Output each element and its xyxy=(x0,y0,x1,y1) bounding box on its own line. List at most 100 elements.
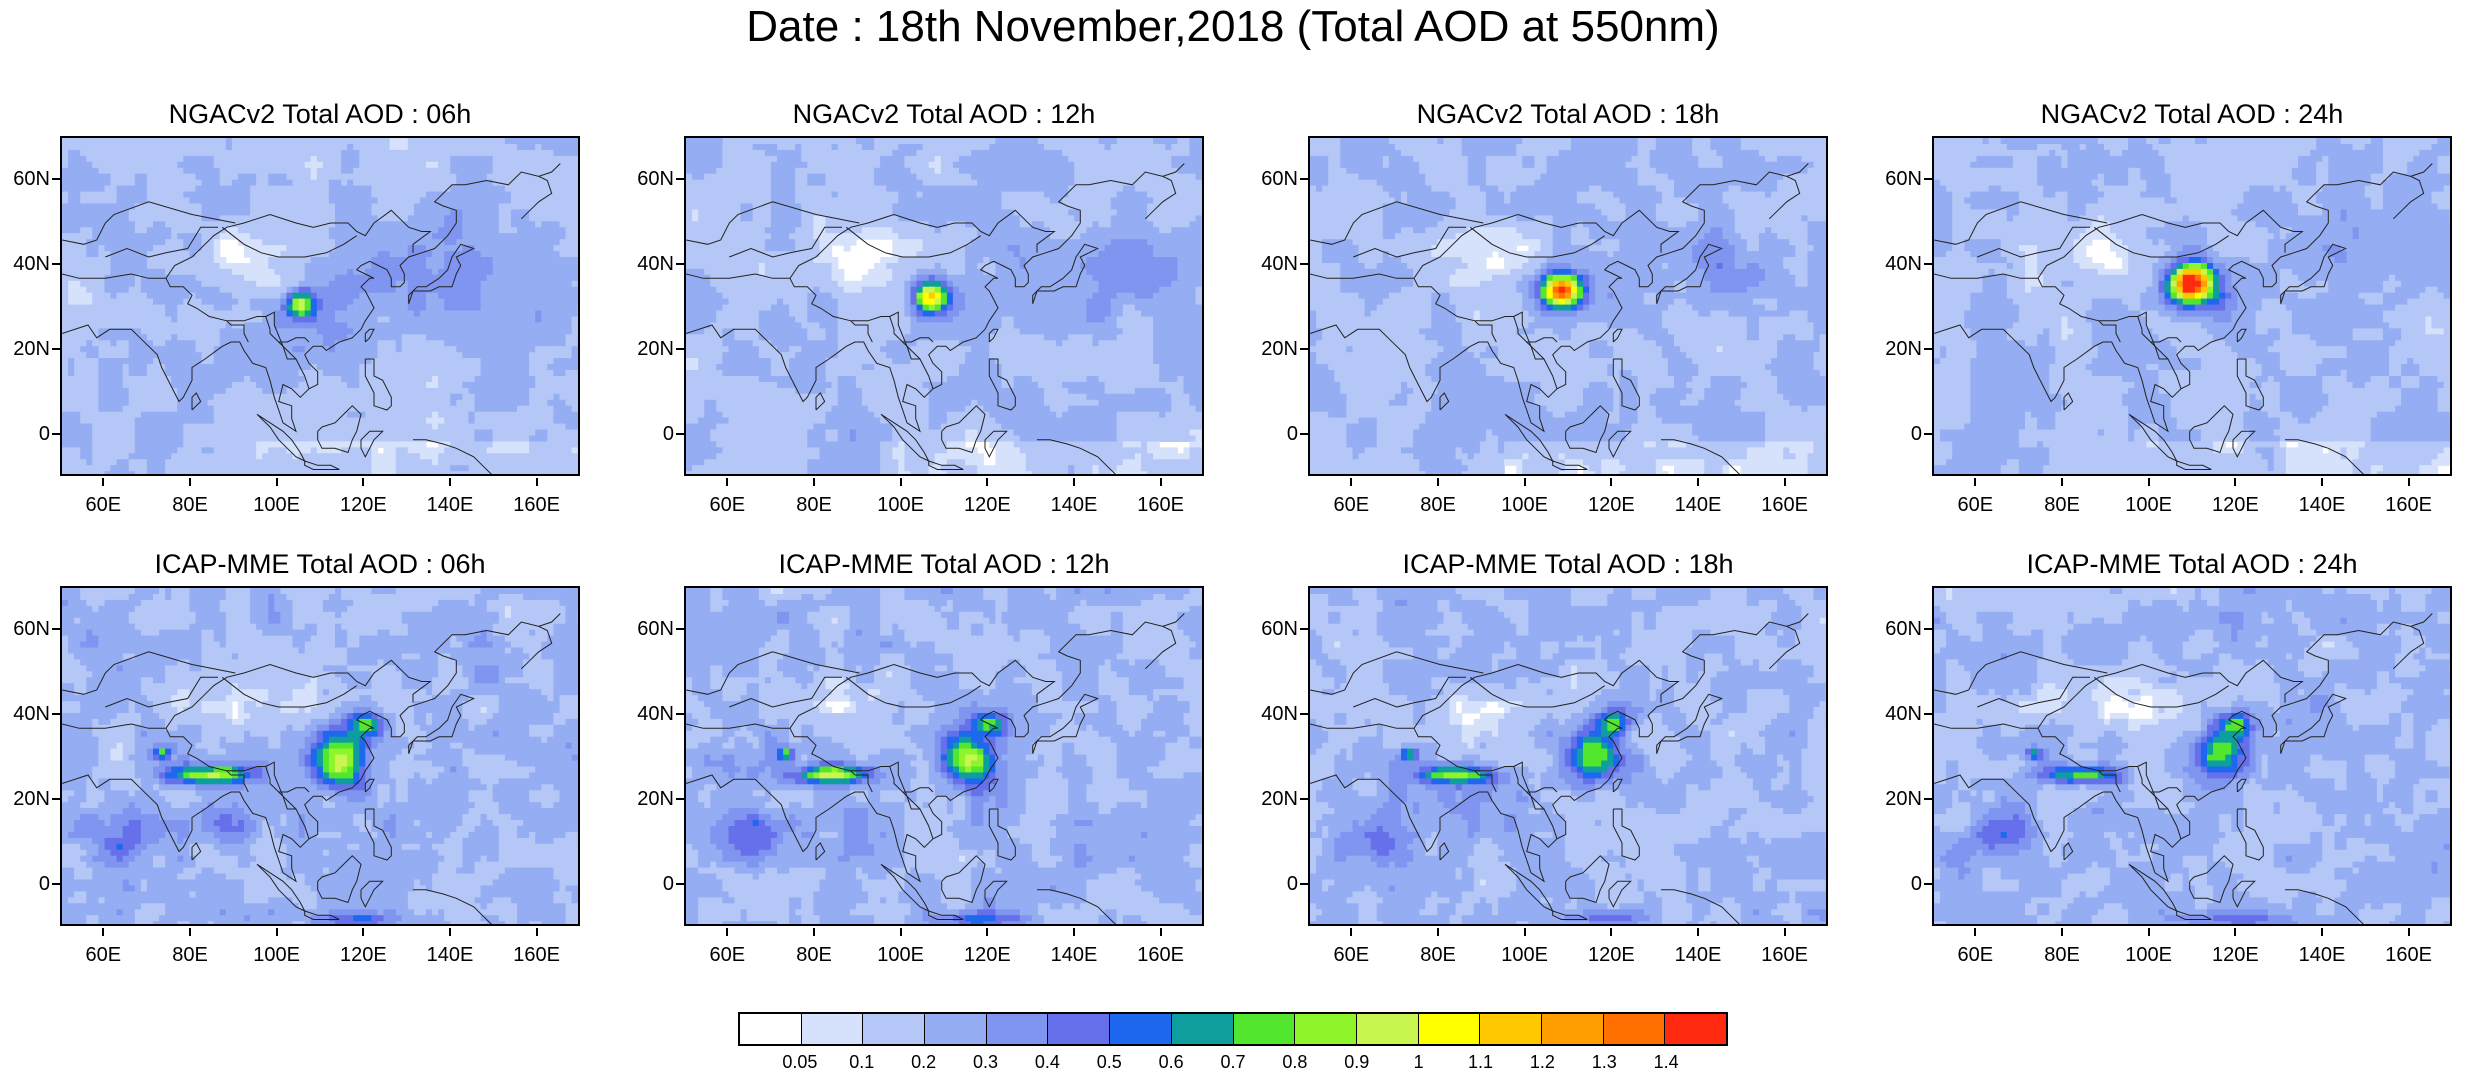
colorbar-tick-label: 0.3 xyxy=(956,1052,1016,1072)
longitude-tick-label: 120E xyxy=(1576,494,1646,516)
longitude-tick-label: 140E xyxy=(1039,494,1109,516)
latitude-tick xyxy=(1924,883,1932,885)
longitude-tick xyxy=(536,478,538,486)
latitude-tick-label: 40N xyxy=(0,703,50,725)
colorbar-swatch xyxy=(1172,1014,1234,1044)
latitude-tick-label: 0 xyxy=(0,873,50,895)
longitude-tick-label: 60E xyxy=(68,944,138,966)
latitude-tick-label: 40N xyxy=(0,253,50,275)
longitude-tick xyxy=(449,478,451,486)
longitude-tick xyxy=(813,928,815,936)
aod-field-raster xyxy=(1310,588,1828,926)
latitude-tick xyxy=(52,713,60,715)
longitude-tick xyxy=(1437,928,1439,936)
longitude-tick xyxy=(1610,478,1612,486)
latitude-tick-label: 0 xyxy=(624,873,674,895)
colorbar-swatch xyxy=(1480,1014,1542,1044)
aod-map xyxy=(1932,586,2452,926)
latitude-tick xyxy=(1300,713,1308,715)
latitude-tick xyxy=(1924,348,1932,350)
longitude-tick xyxy=(2234,928,2236,936)
colorbar-tick-label: 1.1 xyxy=(1451,1052,1511,1072)
longitude-tick-label: 120E xyxy=(952,944,1022,966)
longitude-tick-label: 60E xyxy=(1940,494,2010,516)
panel-title: ICAP-MME Total AOD : 12h xyxy=(684,548,1204,580)
longitude-tick xyxy=(1974,478,1976,486)
longitude-tick xyxy=(1697,478,1699,486)
panel-title: ICAP-MME Total AOD : 06h xyxy=(60,548,580,580)
latitude-tick-label: 20N xyxy=(0,338,50,360)
longitude-tick-label: 80E xyxy=(1403,494,1473,516)
longitude-tick xyxy=(1437,478,1439,486)
longitude-tick-label: 60E xyxy=(692,494,762,516)
latitude-tick xyxy=(676,348,684,350)
longitude-tick xyxy=(1524,928,1526,936)
latitude-tick-label: 20N xyxy=(1248,338,1298,360)
longitude-tick xyxy=(1524,478,1526,486)
longitude-tick-label: 160E xyxy=(1126,944,1196,966)
longitude-tick xyxy=(1073,478,1075,486)
latitude-tick-label: 0 xyxy=(1872,423,1922,445)
longitude-tick xyxy=(1974,928,1976,936)
aod-map xyxy=(1308,136,1828,476)
longitude-tick xyxy=(1350,478,1352,486)
aod-map xyxy=(684,136,1204,476)
longitude-tick-label: 120E xyxy=(1576,944,1646,966)
latitude-tick-label: 60N xyxy=(1872,618,1922,640)
latitude-tick-label: 40N xyxy=(1872,253,1922,275)
longitude-tick-label: 160E xyxy=(1750,944,1820,966)
colorbar-swatch xyxy=(863,1014,925,1044)
latitude-tick xyxy=(1300,628,1308,630)
latitude-tick-label: 60N xyxy=(624,618,674,640)
longitude-tick xyxy=(900,928,902,936)
longitude-tick xyxy=(2148,928,2150,936)
aod-map xyxy=(60,136,580,476)
colorbar-swatch xyxy=(1357,1014,1419,1044)
colorbar-tick-label: 0.9 xyxy=(1327,1052,1387,1072)
longitude-tick xyxy=(1160,928,1162,936)
longitude-tick xyxy=(276,478,278,486)
panel-title: ICAP-MME Total AOD : 24h xyxy=(1932,548,2452,580)
longitude-tick xyxy=(2321,928,2323,936)
latitude-tick xyxy=(52,433,60,435)
longitude-tick-label: 60E xyxy=(1940,944,2010,966)
latitude-tick xyxy=(676,628,684,630)
latitude-tick-label: 60N xyxy=(1248,168,1298,190)
latitude-tick-label: 0 xyxy=(624,423,674,445)
longitude-tick-label: 80E xyxy=(2027,944,2097,966)
aod-map xyxy=(1308,586,1828,926)
aod-field-raster xyxy=(1934,138,2452,476)
longitude-tick-label: 100E xyxy=(1490,494,1560,516)
colorbar-tick-label: 1.4 xyxy=(1636,1052,1696,1072)
longitude-tick xyxy=(900,478,902,486)
longitude-tick xyxy=(449,928,451,936)
aod-field-raster xyxy=(62,588,580,926)
panel-title: NGACv2 Total AOD : 24h xyxy=(1932,98,2452,130)
latitude-tick xyxy=(52,348,60,350)
longitude-tick-label: 100E xyxy=(1490,944,1560,966)
latitude-tick xyxy=(1924,798,1932,800)
longitude-tick-label: 160E xyxy=(1750,494,1820,516)
latitude-tick xyxy=(676,178,684,180)
longitude-tick xyxy=(536,928,538,936)
longitude-tick-label: 140E xyxy=(1663,944,1733,966)
colorbar-swatch xyxy=(1295,1014,1357,1044)
longitude-tick xyxy=(2061,928,2063,936)
longitude-tick-label: 100E xyxy=(866,494,936,516)
latitude-tick xyxy=(52,263,60,265)
latitude-tick-label: 20N xyxy=(624,338,674,360)
aod-field-raster xyxy=(62,138,580,476)
longitude-tick xyxy=(189,928,191,936)
latitude-tick xyxy=(1300,798,1308,800)
longitude-tick xyxy=(2321,478,2323,486)
aod-map xyxy=(684,586,1204,926)
longitude-tick-label: 100E xyxy=(2114,944,2184,966)
latitude-tick xyxy=(1924,263,1932,265)
longitude-tick-label: 120E xyxy=(2200,494,2270,516)
latitude-tick xyxy=(52,798,60,800)
aod-map xyxy=(60,586,580,926)
colorbar-swatch xyxy=(1234,1014,1296,1044)
longitude-tick-label: 120E xyxy=(328,944,398,966)
